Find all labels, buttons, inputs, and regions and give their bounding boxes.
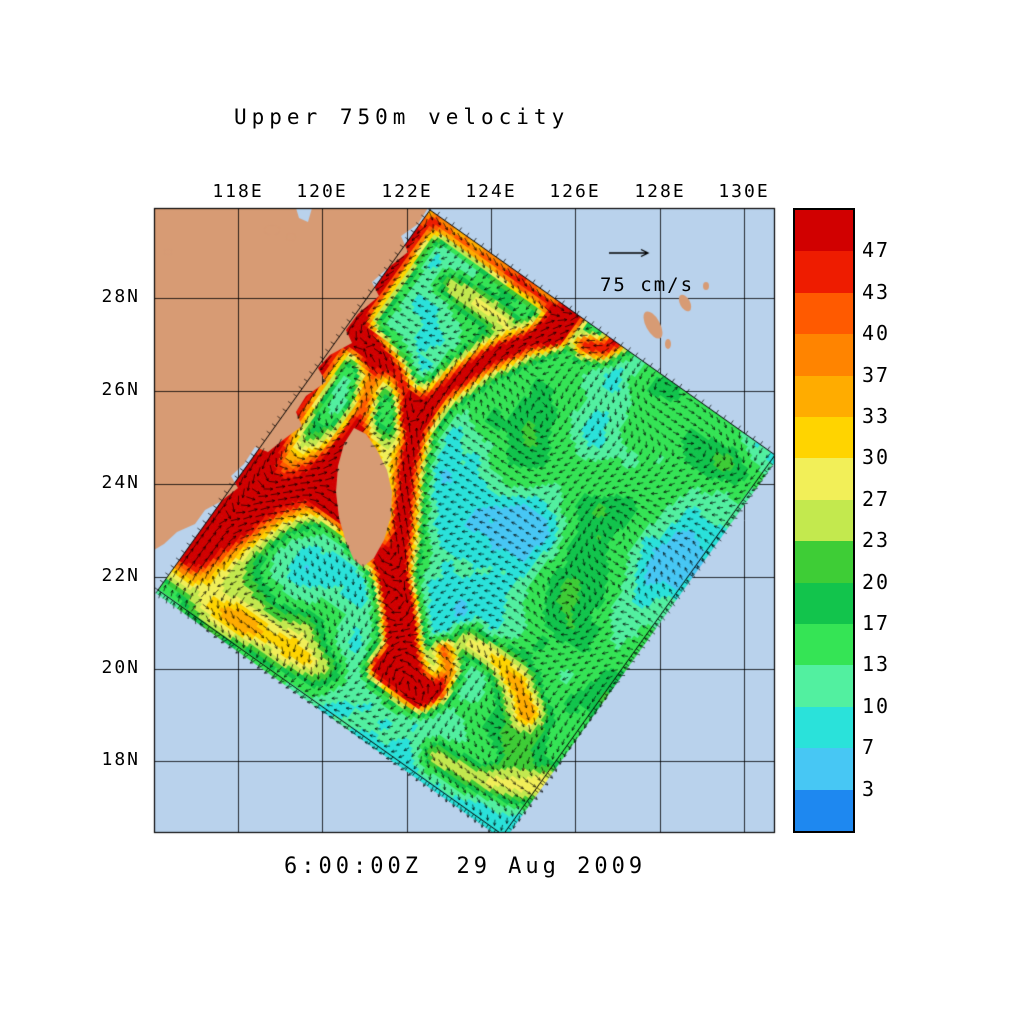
timestamp: 6:00:00Z 29 Aug 2009 <box>284 854 647 879</box>
colorbar-label-33: 33 <box>862 404 891 428</box>
colorbar-block-7 <box>795 499 853 542</box>
colorbar-block-8 <box>795 541 853 583</box>
lat-tick-label-3: 22N <box>101 565 140 586</box>
colorbar-block-1 <box>795 251 853 293</box>
colorbar-label-20: 20 <box>862 570 891 594</box>
lat-tick-label-4: 20N <box>101 657 140 678</box>
colorbar-block-14 <box>795 789 853 832</box>
colorbar-label-30: 30 <box>862 445 891 469</box>
colorbar-block-11 <box>795 665 853 707</box>
colorbar-label-17: 17 <box>862 611 891 635</box>
lon-tick-label-5: 128E <box>634 181 686 202</box>
colorbar-block-6 <box>795 458 853 500</box>
lat-tick-label-0: 28N <box>101 286 140 307</box>
colorbar-label-7: 7 <box>862 735 877 759</box>
colorbar-block-4 <box>795 375 853 418</box>
colorbar-label-47: 47 <box>862 238 891 262</box>
lat-tick-label-2: 24N <box>101 472 140 493</box>
colorbar-label-10: 10 <box>862 694 891 718</box>
lon-tick-label-3: 124E <box>465 181 517 202</box>
plot-title: Upper 750m velocity <box>234 105 570 129</box>
lat-tick-label-5: 18N <box>101 749 140 770</box>
lon-tick-label-0: 118E <box>212 181 264 202</box>
lat-tick-label-1: 26N <box>101 379 140 400</box>
reference-vector-label: 75 cm/s <box>599 274 695 296</box>
colorbar-block-2 <box>795 292 853 335</box>
lon-tick-label-2: 122E <box>381 181 433 202</box>
colorbar-block-13 <box>795 748 853 790</box>
colorbar-label-13: 13 <box>862 652 891 676</box>
colorbar-label-27: 27 <box>862 487 891 511</box>
colorbar-label-37: 37 <box>862 363 891 387</box>
colorbar-label-3: 3 <box>862 777 877 801</box>
colorbar-block-5 <box>795 417 853 459</box>
lon-tick-label-4: 126E <box>549 181 601 202</box>
lon-tick-label-6: 130E <box>718 181 770 202</box>
colorbar-block-10 <box>795 624 853 666</box>
colorbar-label-40: 40 <box>862 321 891 345</box>
lon-tick-label-1: 120E <box>296 181 348 202</box>
colorbar <box>793 208 855 833</box>
colorbar-block-0 <box>795 210 853 252</box>
colorbar-label-23: 23 <box>862 528 891 552</box>
colorbar-block-12 <box>795 706 853 749</box>
colorbar-block-9 <box>795 582 853 625</box>
colorbar-label-43: 43 <box>862 280 891 304</box>
colorbar-block-3 <box>795 334 853 376</box>
